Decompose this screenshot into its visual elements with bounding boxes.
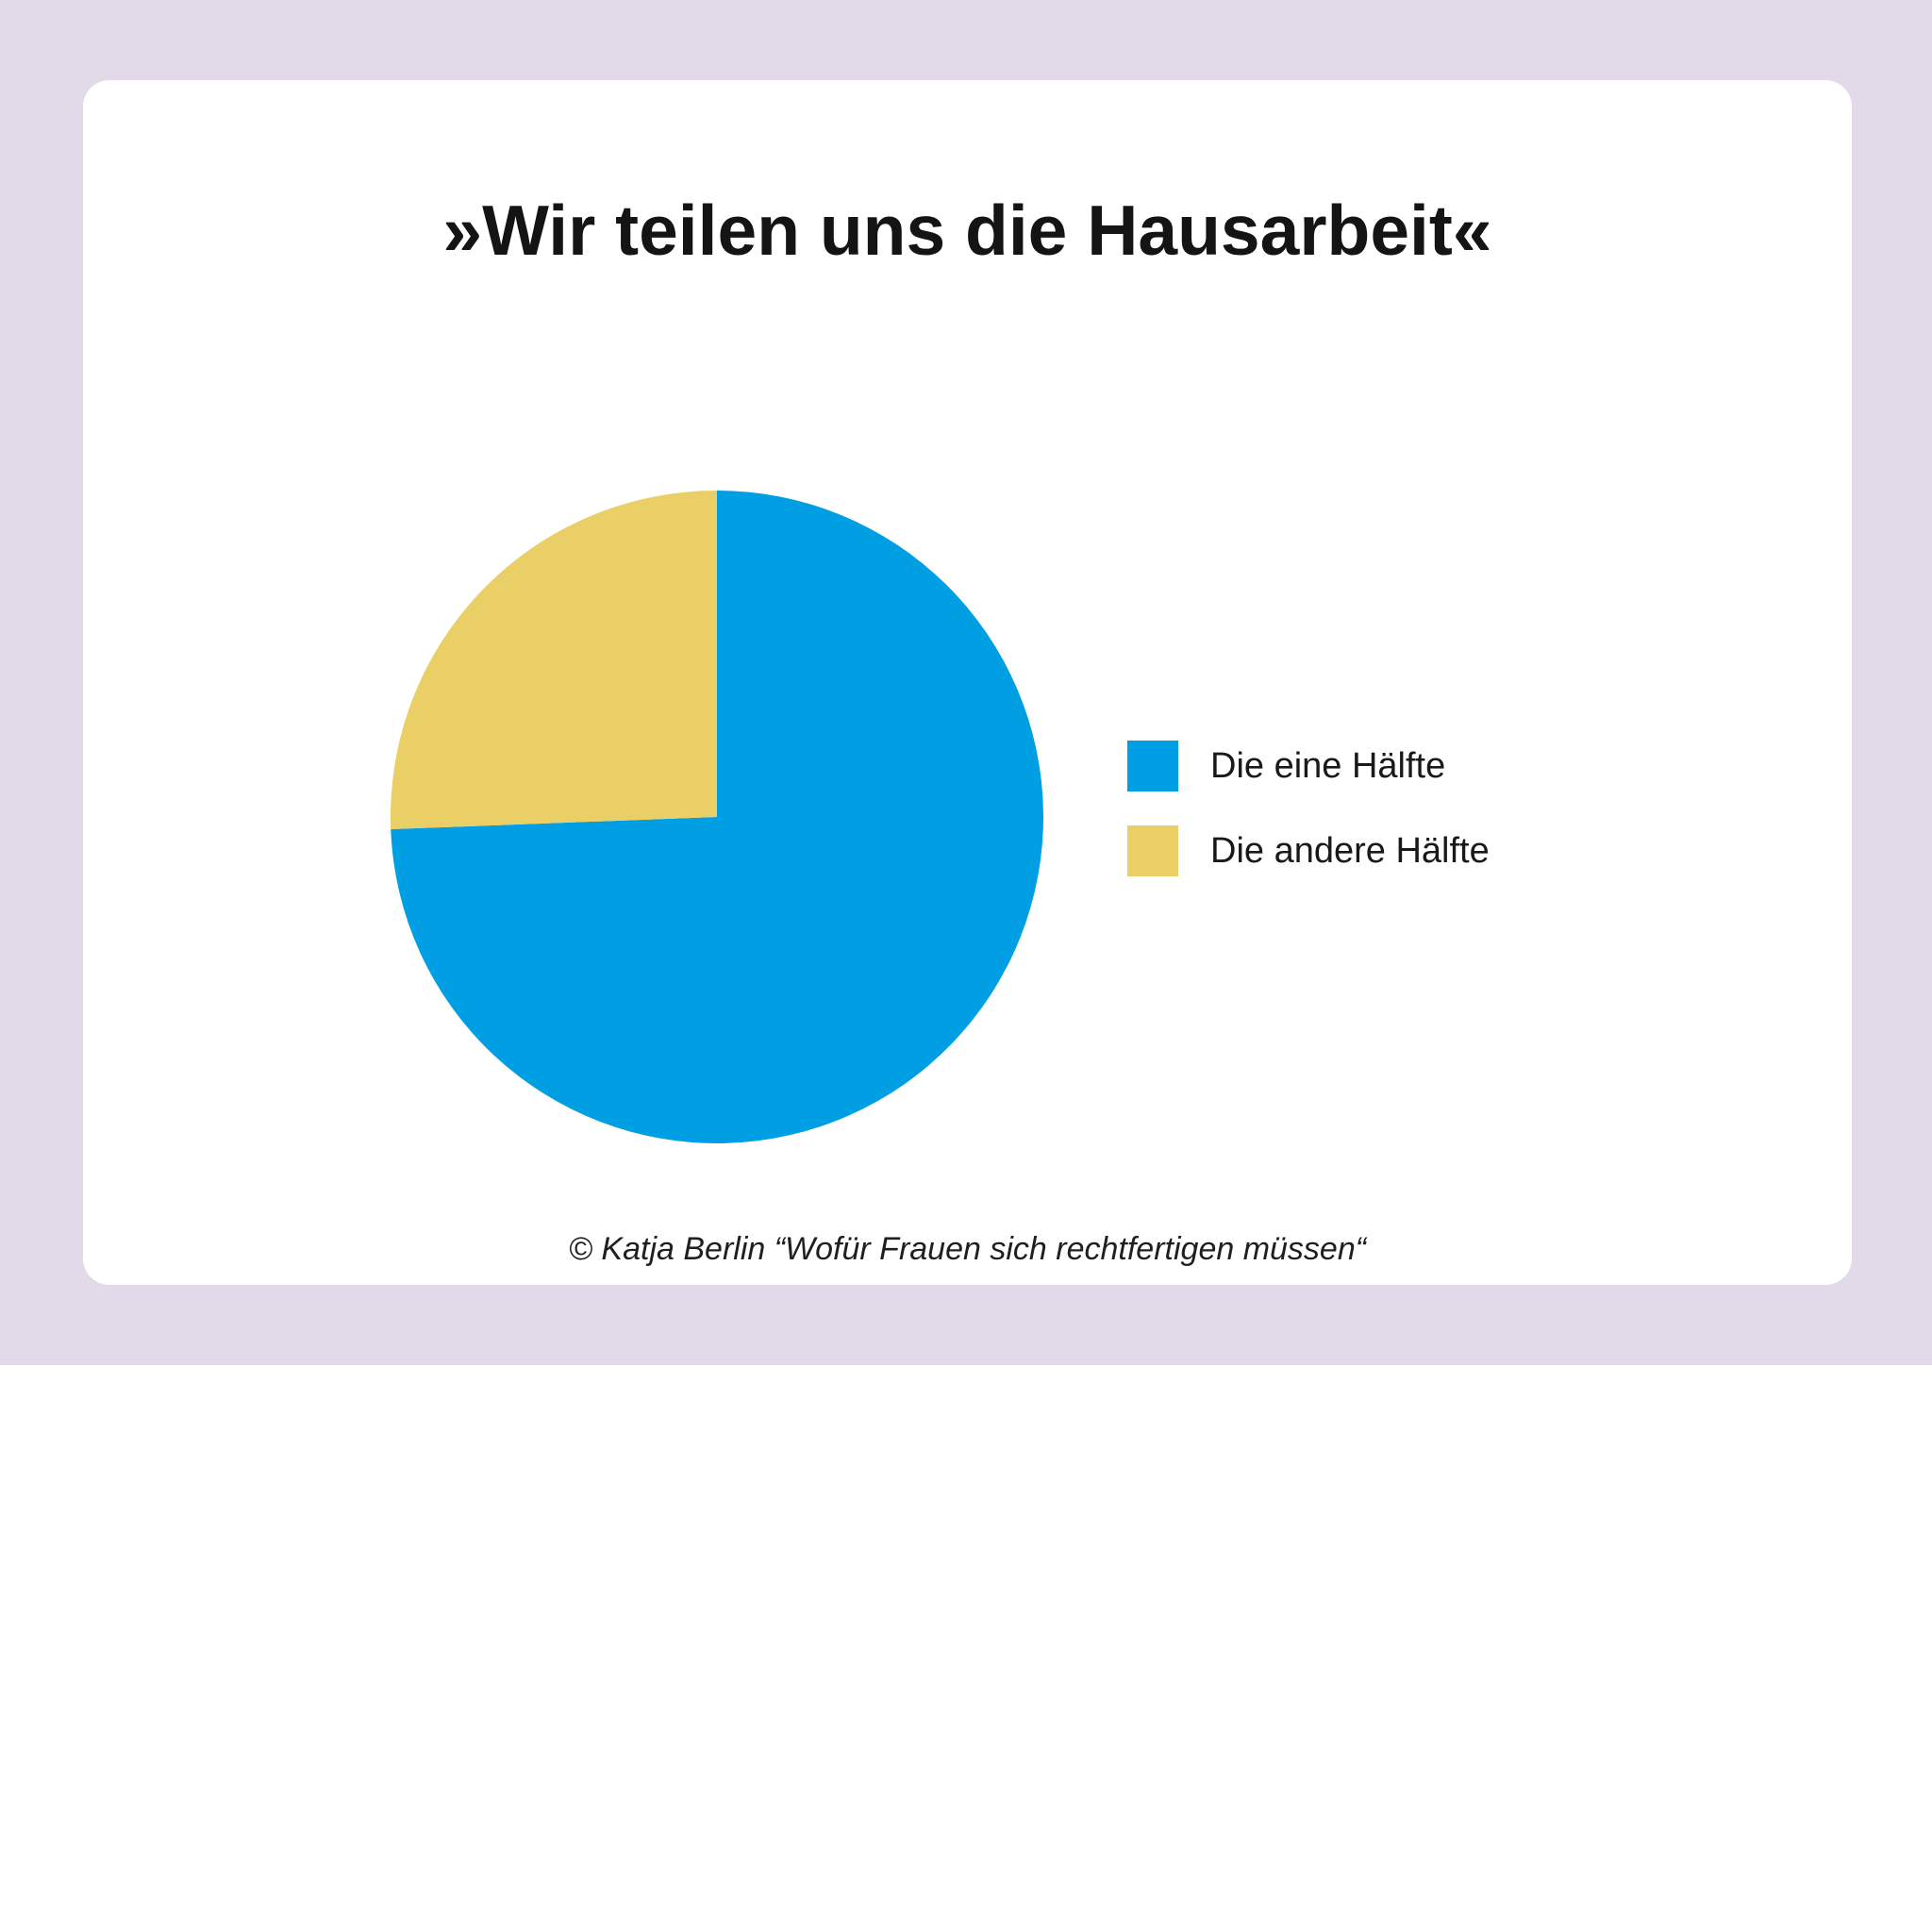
legend-label: Die eine Hälfte — [1210, 745, 1446, 786]
chart-title: »Wir teilen uns die Hausarbeit« — [442, 191, 1492, 270]
pie-slice — [391, 491, 1043, 1143]
pie-chart — [391, 491, 1043, 1143]
pie-chart-svg — [391, 491, 1043, 1143]
legend-swatch-yellow — [1127, 825, 1178, 876]
pie-slice — [391, 491, 717, 830]
legend-label: Die andere Hälfte — [1210, 830, 1490, 871]
attribution-text: © Katja Berlin “Wofür Frauen sich rechtf… — [568, 1231, 1367, 1267]
legend-item: Die andere Hälfte — [1127, 825, 1490, 876]
legend-item: Die eine Hälfte — [1127, 741, 1490, 791]
legend: Die eine Hälfte Die andere Hälfte — [1127, 741, 1490, 910]
legend-swatch-blue — [1127, 741, 1178, 791]
chart-card: »Wir teilen uns die Hausarbeit« Die eine… — [83, 80, 1852, 1285]
